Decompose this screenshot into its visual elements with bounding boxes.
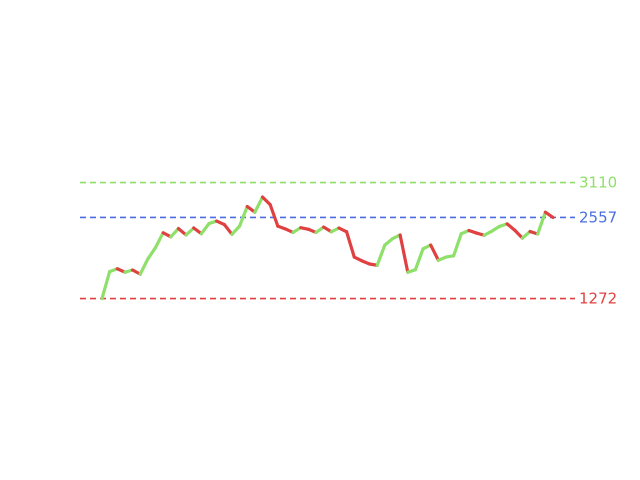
falling-segment xyxy=(176,227,188,237)
falling-segment xyxy=(505,222,517,232)
rising-segment xyxy=(100,269,112,301)
falling-segment xyxy=(260,195,272,207)
rising-segment xyxy=(237,204,249,228)
rising-segment xyxy=(184,226,196,237)
reference-lines xyxy=(80,181,575,300)
rising-segment xyxy=(230,224,242,236)
rising-segment xyxy=(383,237,395,247)
rising-segment xyxy=(520,229,532,240)
falling-segment xyxy=(222,222,234,236)
reference-label-0: 3110 xyxy=(579,174,617,192)
rising-segment xyxy=(253,195,265,214)
falling-segment xyxy=(268,203,280,228)
falling-segment xyxy=(429,243,440,262)
price-line xyxy=(100,195,555,301)
rising-segment xyxy=(153,231,165,250)
reference-labels: 3110 2557 1272 xyxy=(579,174,617,308)
falling-segment xyxy=(543,210,555,220)
reference-label-2: 1272 xyxy=(579,290,617,308)
falling-segment xyxy=(345,230,356,259)
rising-segment xyxy=(413,247,425,272)
rising-segment xyxy=(146,245,158,261)
rising-segment xyxy=(138,257,150,276)
rising-segment xyxy=(199,221,211,236)
rising-segment xyxy=(452,232,463,258)
falling-segment xyxy=(398,233,410,274)
falling-segment xyxy=(513,228,525,240)
rising-segment xyxy=(375,243,387,267)
reference-label-1: 2557 xyxy=(579,208,617,226)
rising-segment xyxy=(536,210,547,236)
rising-segment xyxy=(169,227,181,239)
